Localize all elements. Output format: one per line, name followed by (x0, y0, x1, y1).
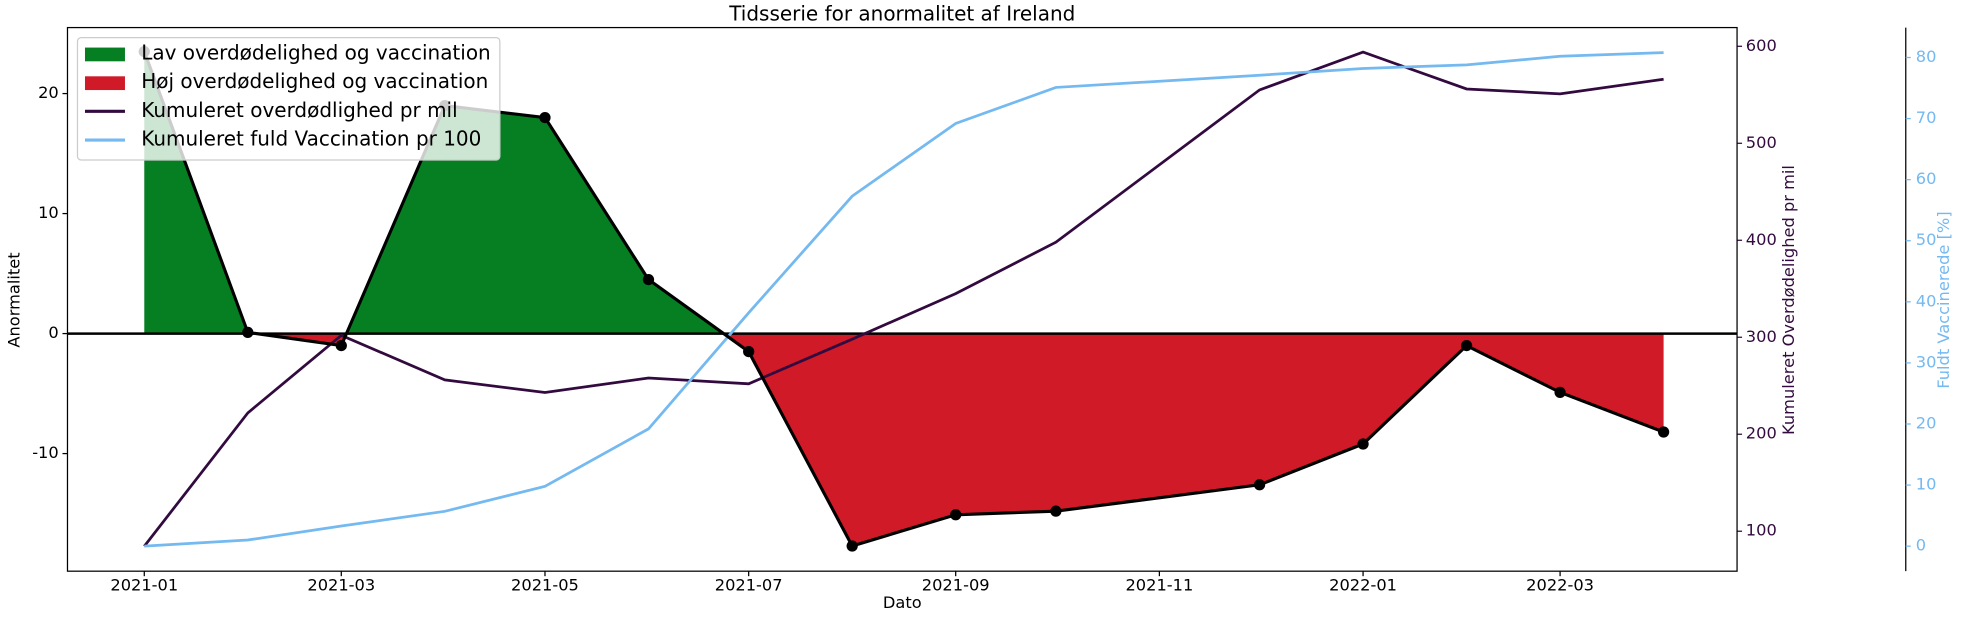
x-tick-label: 2022-03 (1526, 576, 1594, 595)
y3-tick-label: 50 (1916, 230, 1937, 249)
x-tick-label: 2021-09 (922, 576, 990, 595)
anomaly-point (846, 540, 858, 552)
y-tick-label: -10 (32, 443, 59, 462)
legend-label: Høj overdødelighed og vaccination (141, 69, 488, 93)
legend-box (76, 36, 501, 161)
y3-tick-label: 70 (1916, 108, 1937, 127)
chart-title: Tidsserie for anormalitet af Ireland (728, 2, 1075, 26)
anomaly-point (1050, 505, 1062, 517)
legend-label: Kumuleret overdødlighed pr mil (141, 98, 457, 122)
y-tick-label: 20 (38, 83, 59, 102)
y3-tick-label: 0 (1916, 536, 1926, 555)
x-tick-label: 2021-07 (715, 576, 783, 595)
y3-tick-label: 80 (1916, 47, 1937, 66)
y3-tick-label: 60 (1916, 169, 1937, 188)
x-tick-label: 2022-01 (1329, 576, 1397, 595)
y-tick-label: 10 (38, 203, 59, 222)
anomaly-point (1554, 386, 1566, 399)
x-axis-label: Dato (883, 593, 922, 612)
x-tick-label: 2021-03 (307, 576, 375, 595)
y3-tick-label: 40 (1916, 291, 1937, 310)
plot-frame (66, 26, 1738, 572)
y-axis-label: Anormalitet (4, 252, 23, 347)
y2-tick-label: 300 (1746, 327, 1777, 346)
legend-label: Lav overdødelighed og vaccination (141, 40, 491, 64)
anomaly-point (1657, 426, 1670, 438)
anomaly-point (335, 339, 347, 352)
y3-axis-label: Fuldt Vaccinerede [%] (1934, 211, 1953, 388)
anomaly-point (1460, 339, 1473, 352)
fill-area (144, 333, 1664, 546)
legend-label: Kumuleret fuld Vaccination pr 100 (141, 127, 481, 151)
y2-axis-label: Kumuleret Overdødelighed pr mil (1779, 165, 1798, 435)
y-tick-label: 0 (48, 323, 58, 342)
fill-area (144, 51, 724, 334)
y2-tick-label: 100 (1746, 521, 1777, 540)
y2-tick-label: 600 (1746, 36, 1777, 55)
legend: Lav overdødelighed og vaccination Høj ove… (76, 36, 501, 161)
y3-tick-label: 10 (1916, 475, 1937, 494)
anomaly-point (950, 509, 962, 521)
series-line (143, 50, 1664, 548)
x-tick-label: 2021-05 (511, 576, 579, 595)
anomaly-point (743, 345, 755, 358)
y2-tick-label: 200 (1746, 424, 1777, 443)
y3-tick-label: 20 (1916, 413, 1937, 432)
anomaly-point (539, 111, 551, 124)
y2-tick-label: 400 (1746, 230, 1777, 249)
anomaly-point (242, 326, 254, 339)
anomaly-point (1357, 438, 1369, 450)
anomaly-point (642, 273, 655, 286)
x-tick-label: 2021-01 (110, 576, 178, 595)
y3-tick-label: 30 (1916, 352, 1937, 371)
legend-swatch (84, 76, 125, 91)
x-tick-label: 2021-11 (1125, 576, 1193, 595)
legend-swatch (84, 47, 125, 62)
series-line (144, 51, 1664, 548)
y2-tick-label: 500 (1746, 133, 1777, 152)
anomaly-point (1253, 479, 1266, 491)
